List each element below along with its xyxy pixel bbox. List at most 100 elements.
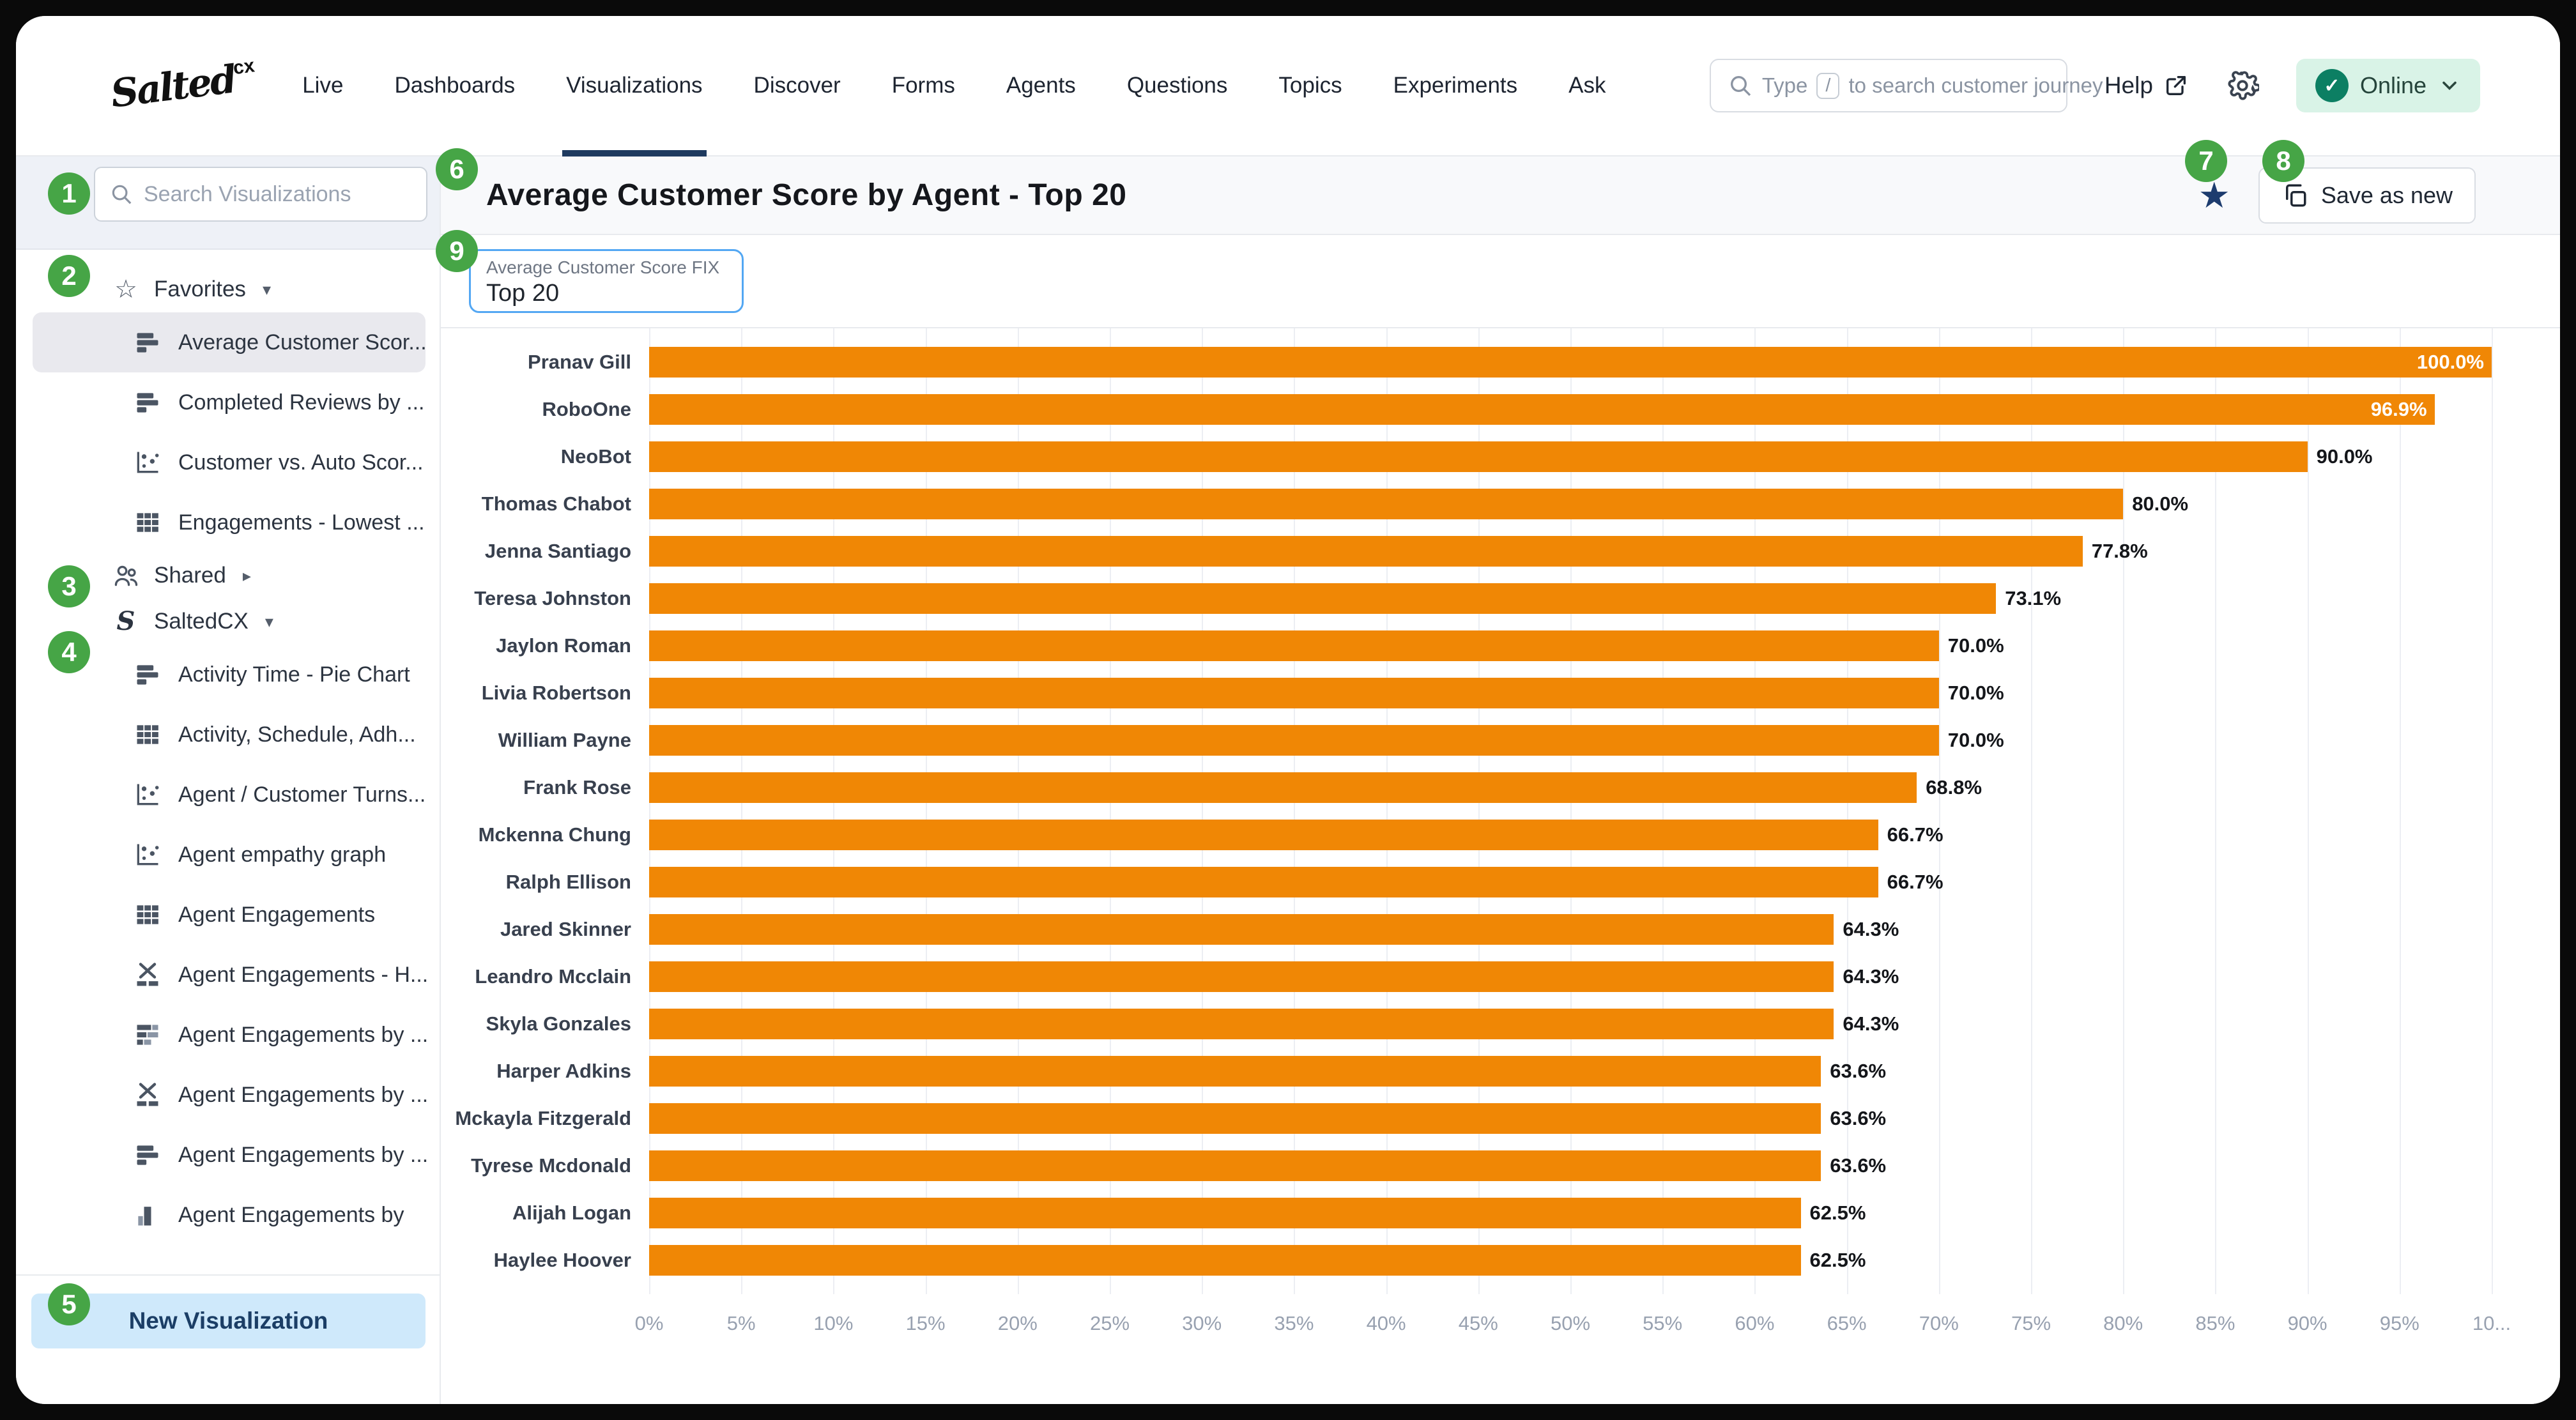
settings-button[interactable] [2226, 69, 2259, 102]
bar-track: 77.8% [649, 536, 2492, 567]
favorite-star-icon[interactable]: ★ [2198, 174, 2230, 215]
bar-category-label: Alijah Logan [512, 1202, 631, 1224]
bar[interactable] [649, 1056, 1821, 1087]
nav-item-dashboards[interactable]: Dashboards [394, 73, 516, 98]
bar-category-label: NeoBot [560, 445, 631, 468]
new-visualization-button[interactable]: New Visualization [31, 1294, 425, 1348]
sidebar-item-agent-engagements-by[interactable]: Agent Engagements by [33, 1185, 425, 1245]
sidebar-item-average-customer-scor[interactable]: Average Customer Scor... [33, 312, 427, 372]
chart-gridlines [649, 328, 2493, 1294]
sidebar-item-completed-reviews-by[interactable]: Completed Reviews by ... [33, 372, 425, 432]
bar[interactable]: 96.9% [649, 394, 2435, 425]
saltedcx-logo[interactable]: Saltedcx [109, 54, 259, 116]
bar[interactable] [649, 489, 2124, 519]
bar-chart-icon [134, 328, 162, 356]
gridline [1017, 328, 1019, 1294]
axis-tick-label: 25% [1089, 1312, 1130, 1334]
bar[interactable] [649, 583, 1997, 614]
sidebar-item-activity-time-pie-chart[interactable]: Activity Time - Pie Chart [33, 645, 425, 705]
caret-down-icon: ▾ [264, 611, 273, 631]
bar[interactable] [649, 725, 1939, 756]
sidebar-item-activity-schedule-adh[interactable]: Activity, Schedule, Adh... [33, 705, 425, 765]
bar-chart-icon [134, 660, 162, 689]
bar[interactable] [649, 1103, 1821, 1134]
bar-category-label: Jaylon Roman [496, 634, 631, 657]
save-as-new-button[interactable]: Save as new [2258, 167, 2476, 224]
bar[interactable]: 100.0% [649, 347, 2492, 378]
nav-item-live[interactable]: Live [302, 73, 344, 98]
axis-tick-label: 90% [2287, 1312, 2327, 1334]
gridline [2399, 328, 2401, 1294]
histogram-icon [134, 961, 162, 989]
sidebar-section-favorites[interactable]: ☆ Favorites ▾ [16, 266, 440, 312]
annotation-badge-7: 7 [2185, 140, 2227, 182]
filter-chip[interactable]: Average Customer Score FIX Top 20 [469, 249, 744, 313]
annotation-badge-1: 1 [48, 172, 90, 215]
sidebar-item-agent-engagements-by[interactable]: Agent Engagements by ... [33, 1125, 429, 1185]
online-status-dropdown[interactable]: ✓ Online [2296, 59, 2480, 112]
sidebar-item-agent-engagements[interactable]: Agent Engagements [33, 885, 425, 945]
bar-value-label: 66.7% [1887, 871, 1943, 893]
sidebar-item-customer-vs-auto-scor[interactable]: Customer vs. Auto Scor... [33, 432, 425, 492]
visualizations-search-input[interactable] [144, 181, 412, 207]
sidebar-search-box[interactable] [94, 167, 427, 222]
bar[interactable] [649, 772, 1917, 803]
nav-item-topics[interactable]: Topics [1278, 73, 1342, 98]
bar[interactable] [649, 678, 1939, 708]
bar[interactable] [649, 536, 2083, 567]
bar-track: 64.3% [649, 1009, 2492, 1039]
chart-bar-row-thomas-chabot: Thomas Chabot 80.0% [441, 480, 2560, 528]
bar[interactable] [649, 1245, 1801, 1276]
bar[interactable] [649, 1198, 1801, 1228]
nav-item-visualizations[interactable]: Visualizations [562, 16, 707, 157]
bar[interactable] [649, 961, 1834, 992]
caret-down-icon: ▾ [262, 279, 271, 299]
bar-category-label: Teresa Johnston [474, 587, 631, 609]
bar-track: 100.0% [649, 347, 2492, 378]
bar-category-label: Jared Skinner [500, 918, 631, 940]
nav-item-questions[interactable]: Questions [1126, 73, 1228, 98]
gridline [925, 328, 927, 1294]
bar-category-label: Skyla Gonzales [486, 1012, 631, 1035]
help-button[interactable]: Help [2104, 72, 2189, 99]
nav-item-discover[interactable]: Discover [753, 73, 841, 98]
scatter-icon [134, 841, 162, 869]
bar[interactable] [649, 820, 1878, 850]
bar-value-label: 63.6% [1830, 1060, 1887, 1082]
sidebar-item-label: Agent Engagements [178, 902, 376, 927]
nav-item-experiments[interactable]: Experiments [1393, 73, 1518, 98]
scatter-icon [134, 448, 162, 477]
customer-journey-search[interactable]: Type / to search customer journey [1709, 59, 2103, 112]
bar-track: 70.0% [649, 725, 2492, 756]
sidebar-item-agent-engagements-h[interactable]: Agent Engagements - H... [33, 945, 428, 1005]
sidebar-item-agent-engagements-by[interactable]: Agent Engagements by ... [33, 1065, 428, 1125]
bar-track: 63.6% [649, 1150, 2492, 1181]
bar[interactable] [649, 1150, 1821, 1181]
annotation-badge-2: 2 [48, 255, 90, 297]
axis-tick-label: 50% [1550, 1312, 1591, 1334]
sidebar-item-agent-customer-turns[interactable]: Agent / Customer Turns... [33, 765, 425, 825]
bar-value-label: 64.3% [1843, 918, 1899, 940]
bar[interactable] [649, 914, 1834, 945]
sidebar-section-shared[interactable]: Shared ▸ [16, 553, 440, 599]
bar[interactable] [649, 630, 1939, 661]
bar[interactable] [649, 1009, 1834, 1039]
gridline [1202, 328, 1204, 1294]
bar[interactable] [649, 867, 1878, 897]
main-content: Average Customer Score by Agent - Top 20… [441, 157, 2560, 1404]
sidebar-item-agent-empathy-graph[interactable]: Agent empathy graph [33, 825, 425, 885]
axis-tick-label: 80% [2103, 1312, 2143, 1334]
nav-item-ask[interactable]: Ask [1568, 73, 1606, 98]
nav-item-agents[interactable]: Agents [1006, 73, 1076, 98]
star-icon: ☆ [114, 275, 137, 303]
axis-tick-label: 10... [2472, 1312, 2511, 1334]
sidebar-item-agent-engagements-by[interactable]: Agent Engagements by ... [33, 1005, 428, 1065]
sidebar-section-saltedcx[interactable]: S SaltedCX ▾ [16, 599, 440, 645]
sidebar-item-label: Agent Engagements by ... [178, 1142, 429, 1167]
nav-item-forms[interactable]: Forms [891, 73, 955, 98]
sidebar-section-label: Shared [154, 563, 226, 588]
chart-bar-row-haylee-hoover: Haylee Hoover 62.5% [441, 1237, 2560, 1284]
bar[interactable] [649, 441, 2308, 472]
sidebar-item-engagements-lowest[interactable]: Engagements - Lowest ... [33, 492, 425, 553]
bar-chart-icon [134, 1141, 162, 1169]
